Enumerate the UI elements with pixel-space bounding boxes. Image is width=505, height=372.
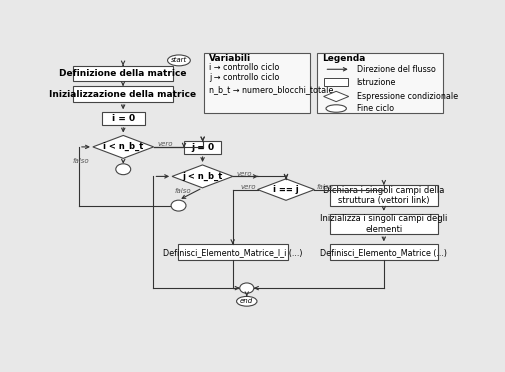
Ellipse shape bbox=[236, 296, 257, 306]
FancyBboxPatch shape bbox=[102, 112, 144, 125]
Text: Variabili: Variabili bbox=[209, 54, 251, 64]
Text: n_b_t → numero_blocchi_totale: n_b_t → numero_blocchi_totale bbox=[209, 85, 333, 94]
FancyBboxPatch shape bbox=[204, 53, 310, 113]
Text: Legenda: Legenda bbox=[322, 54, 365, 64]
Text: vero: vero bbox=[240, 184, 255, 190]
Ellipse shape bbox=[239, 283, 254, 293]
FancyBboxPatch shape bbox=[324, 78, 347, 86]
Text: end: end bbox=[240, 298, 253, 304]
Text: Inizializzazione della matrice: Inizializzazione della matrice bbox=[49, 90, 196, 99]
Text: j < n_b_t: j < n_b_t bbox=[182, 172, 222, 181]
Text: Definisci_Elemento_Matrice (...): Definisci_Elemento_Matrice (...) bbox=[320, 248, 446, 257]
FancyBboxPatch shape bbox=[73, 86, 173, 102]
Text: Inizializza i singoli campi degli
elementi: Inizializza i singoli campi degli elemen… bbox=[320, 214, 446, 234]
Text: Dichiara i singoli campi della
struttura (vettori link): Dichiara i singoli campi della struttura… bbox=[323, 186, 443, 205]
Text: falso: falso bbox=[174, 188, 190, 194]
Text: i = 0: i = 0 bbox=[112, 114, 134, 123]
Polygon shape bbox=[172, 165, 232, 188]
FancyBboxPatch shape bbox=[184, 141, 221, 154]
Text: vero: vero bbox=[236, 170, 252, 177]
Text: i → controllo ciclo: i → controllo ciclo bbox=[209, 63, 279, 72]
Text: falso: falso bbox=[316, 184, 332, 190]
Text: i < n_b_t: i < n_b_t bbox=[103, 142, 143, 151]
Polygon shape bbox=[323, 92, 348, 102]
Text: falso: falso bbox=[72, 158, 89, 164]
Ellipse shape bbox=[171, 200, 186, 211]
Text: Espressione condizionale: Espressione condizionale bbox=[356, 92, 457, 101]
Ellipse shape bbox=[116, 164, 130, 175]
Text: Definizione della matrice: Definizione della matrice bbox=[59, 69, 186, 78]
Text: Definisci_Elemento_Matrice_I_i (...): Definisci_Elemento_Matrice_I_i (...) bbox=[163, 248, 302, 257]
Text: Direzione del flusso: Direzione del flusso bbox=[356, 65, 435, 74]
Polygon shape bbox=[257, 179, 314, 200]
FancyBboxPatch shape bbox=[73, 65, 173, 81]
Text: Istruzione: Istruzione bbox=[356, 78, 395, 87]
Text: Fine ciclo: Fine ciclo bbox=[356, 104, 393, 113]
Text: i == j: i == j bbox=[273, 185, 298, 194]
Text: j = 0: j = 0 bbox=[191, 143, 214, 152]
FancyBboxPatch shape bbox=[177, 244, 287, 260]
FancyBboxPatch shape bbox=[329, 244, 437, 260]
Polygon shape bbox=[93, 135, 154, 158]
Text: j → controllo ciclo: j → controllo ciclo bbox=[209, 73, 279, 82]
Ellipse shape bbox=[325, 105, 346, 112]
FancyBboxPatch shape bbox=[317, 53, 442, 113]
Ellipse shape bbox=[167, 55, 190, 66]
FancyBboxPatch shape bbox=[329, 214, 437, 234]
Text: vero: vero bbox=[157, 141, 173, 147]
FancyBboxPatch shape bbox=[329, 185, 437, 206]
Text: start: start bbox=[171, 57, 187, 63]
